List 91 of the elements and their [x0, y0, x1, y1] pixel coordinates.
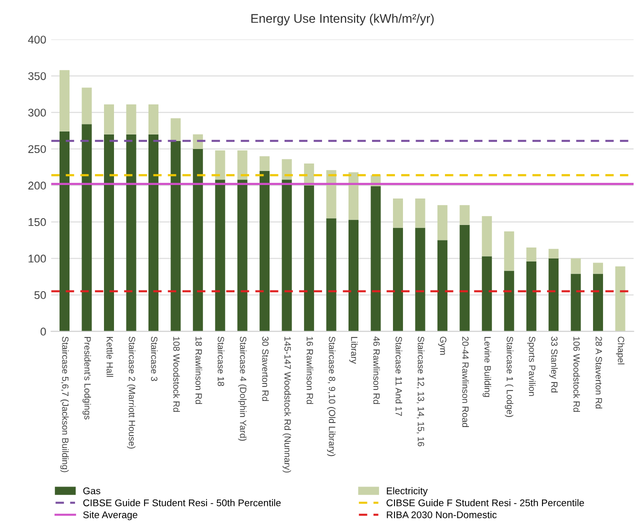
x-tick-label: Staircase 8, 9,10 (Old Library) — [327, 336, 336, 456]
x-tick-label: Staircase 11 And 17 — [396, 336, 402, 416]
bar — [82, 88, 92, 124]
chart-title: Energy Use Intensity (kWh/m²/yr) — [251, 14, 434, 26]
bar — [348, 220, 359, 332]
x-tick-label: Kettle Hall — [106, 336, 114, 377]
bar — [348, 172, 359, 220]
bar — [170, 140, 181, 332]
bar — [237, 150, 248, 180]
x-tick-label: 108 Woodstock Rd — [173, 336, 180, 412]
bar — [260, 170, 270, 332]
legend-label: CIBSE Guide F Student Resi - 25th Percentile — [386, 499, 584, 506]
x-tick-label: Gym — [438, 336, 446, 355]
legend-label: RIBA 2030 Non-Domestic — [386, 511, 497, 518]
bar — [126, 104, 136, 134]
x-tick-label: 28 A Staverton Rd — [596, 336, 602, 408]
x-tick-label: 106 Woodstock Rd — [573, 336, 580, 412]
bar — [570, 258, 581, 274]
bar — [326, 170, 336, 218]
bar — [460, 224, 470, 332]
bar — [415, 198, 426, 228]
y-tick-label: 350 — [28, 72, 46, 80]
bar — [370, 186, 381, 332]
x-tick-label: President's Lodgings — [82, 336, 91, 420]
x-tick-label: Chapel — [616, 336, 624, 364]
bar — [593, 274, 604, 332]
bar — [548, 248, 559, 258]
x-tick-label: Staircase 1 ( Lodge) — [504, 336, 514, 417]
bar — [548, 258, 559, 332]
bar — [504, 270, 514, 332]
bar — [392, 228, 403, 332]
bar — [482, 256, 492, 332]
legend-label: Electricity — [386, 487, 428, 496]
x-tick-label: Staircase 12, 13, 14, 15, 16 — [416, 336, 424, 446]
bar — [104, 134, 114, 332]
y-tick-label: 200 — [28, 182, 46, 190]
legend-label: CIBSE Guide F Student Resi - 50th Percentile — [83, 499, 281, 506]
bar — [148, 134, 158, 332]
x-tick-label: Staircase 4 (Dolphin Yard) — [238, 336, 247, 441]
bar — [415, 228, 426, 332]
bar — [504, 231, 514, 271]
bar — [570, 274, 581, 332]
bar — [482, 216, 492, 256]
bar — [215, 180, 226, 332]
y-tick-label: 0 — [40, 328, 46, 336]
x-tick-label: Staircase 2 (Marriott House) — [127, 336, 136, 449]
y-tick-label: 400 — [28, 36, 46, 44]
bar — [126, 134, 136, 332]
x-tick-label: Library — [349, 336, 358, 364]
bar — [237, 180, 248, 332]
bar — [282, 180, 292, 332]
y-tick-label: 150 — [28, 218, 46, 226]
bar — [437, 240, 448, 332]
x-tick-label: Sports Pavilion — [527, 336, 536, 396]
x-tick-label: 30 Staverton Rd — [262, 336, 269, 401]
x-tick-label: 46 Rawlinson Rd — [373, 336, 380, 404]
bar — [326, 218, 336, 332]
x-tick-label: Staircase 18 — [218, 336, 224, 386]
x-tick-label: 20-44 Rawlinson Road — [462, 336, 469, 427]
y-tick-label: 300 — [28, 108, 46, 117]
bar — [215, 150, 226, 180]
bar — [593, 262, 604, 274]
x-tick-label: Staircase 5,6,7 (Jackson Building) — [60, 336, 69, 472]
bar — [192, 134, 203, 149]
bar — [82, 124, 92, 332]
y-tick-label: 100 — [28, 254, 46, 263]
bar — [615, 266, 626, 332]
bar — [460, 205, 470, 225]
bar — [60, 131, 70, 332]
x-tick-label: Staircase 3 — [151, 336, 158, 382]
bar — [148, 104, 158, 134]
y-tick-label: 50 — [34, 291, 46, 300]
bar — [192, 148, 203, 332]
bar — [304, 185, 314, 332]
x-tick-label: 33 Stanley Rd — [549, 336, 558, 392]
x-tick-label: 16 Rawlinson Rd — [306, 336, 314, 404]
bar — [260, 156, 270, 171]
x-tick-label: 18 Rawlinson Rd — [195, 336, 202, 404]
legend-label: Gas — [83, 487, 100, 494]
bar — [526, 247, 536, 262]
y-tick-label: 250 — [28, 145, 46, 154]
bar — [282, 159, 292, 180]
bar — [526, 261, 536, 332]
x-tick-label: Levine Building — [482, 336, 492, 397]
legend-label: Site Average — [83, 511, 138, 520]
bar — [104, 104, 114, 134]
x-tick-label: 145-147 Woodstock Rd (Nunnary) — [282, 336, 292, 473]
bar — [392, 198, 403, 228]
bar — [60, 70, 70, 132]
bar — [437, 205, 448, 240]
bar — [170, 118, 181, 141]
